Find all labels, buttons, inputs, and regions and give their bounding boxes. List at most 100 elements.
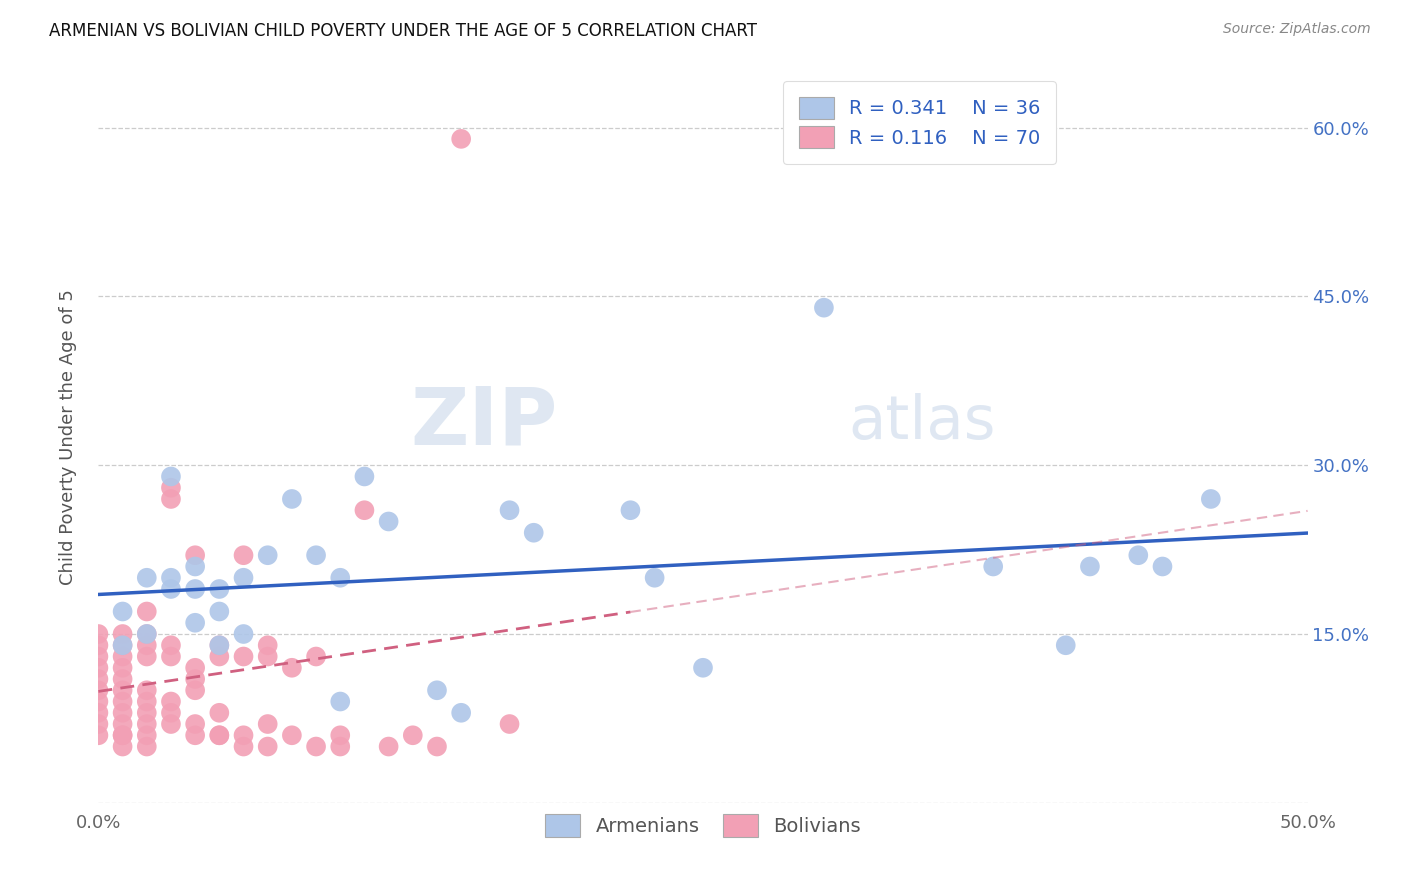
Point bbox=[232, 571, 254, 585]
Point bbox=[281, 491, 304, 506]
Point bbox=[111, 683, 134, 698]
Point bbox=[305, 649, 328, 664]
Point bbox=[87, 672, 110, 686]
Point bbox=[111, 661, 134, 675]
Point bbox=[135, 627, 157, 641]
Point bbox=[256, 548, 278, 562]
Point bbox=[111, 605, 134, 619]
Point bbox=[377, 515, 399, 529]
Point bbox=[184, 661, 207, 675]
Point bbox=[87, 683, 110, 698]
Point bbox=[329, 739, 352, 754]
Point bbox=[111, 694, 134, 708]
Point bbox=[184, 672, 207, 686]
Point bbox=[644, 571, 666, 585]
Point bbox=[184, 559, 207, 574]
Point bbox=[87, 649, 110, 664]
Point bbox=[111, 717, 134, 731]
Point bbox=[160, 469, 183, 483]
Point bbox=[111, 638, 134, 652]
Point bbox=[135, 627, 157, 641]
Y-axis label: Child Poverty Under the Age of 5: Child Poverty Under the Age of 5 bbox=[59, 289, 77, 585]
Point bbox=[208, 706, 231, 720]
Point bbox=[87, 661, 110, 675]
Point bbox=[329, 571, 352, 585]
Point bbox=[87, 706, 110, 720]
Point bbox=[232, 728, 254, 742]
Point bbox=[160, 706, 183, 720]
Point bbox=[184, 683, 207, 698]
Point bbox=[208, 582, 231, 596]
Point bbox=[208, 728, 231, 742]
Point bbox=[184, 615, 207, 630]
Point bbox=[377, 739, 399, 754]
Point bbox=[184, 548, 207, 562]
Point bbox=[160, 582, 183, 596]
Point bbox=[87, 717, 110, 731]
Point bbox=[232, 627, 254, 641]
Point bbox=[402, 728, 425, 742]
Legend: Armenians, Bolivians: Armenians, Bolivians bbox=[537, 806, 869, 845]
Point bbox=[135, 694, 157, 708]
Point bbox=[450, 706, 472, 720]
Point bbox=[498, 717, 520, 731]
Point bbox=[1152, 559, 1174, 574]
Point bbox=[160, 481, 183, 495]
Point bbox=[184, 728, 207, 742]
Point bbox=[692, 661, 714, 675]
Point bbox=[160, 694, 183, 708]
Point bbox=[135, 683, 157, 698]
Point bbox=[160, 491, 183, 506]
Point bbox=[184, 582, 207, 596]
Point bbox=[135, 739, 157, 754]
Point bbox=[281, 661, 304, 675]
Point bbox=[160, 571, 183, 585]
Point bbox=[87, 694, 110, 708]
Point bbox=[160, 717, 183, 731]
Point bbox=[426, 683, 449, 698]
Point bbox=[256, 638, 278, 652]
Text: Source: ZipAtlas.com: Source: ZipAtlas.com bbox=[1223, 22, 1371, 37]
Point bbox=[111, 728, 134, 742]
Point bbox=[111, 672, 134, 686]
Point bbox=[135, 605, 157, 619]
Point bbox=[619, 503, 641, 517]
Point bbox=[160, 638, 183, 652]
Point bbox=[256, 649, 278, 664]
Point bbox=[111, 638, 134, 652]
Point bbox=[160, 649, 183, 664]
Point bbox=[305, 548, 328, 562]
Point bbox=[256, 717, 278, 731]
Text: atlas: atlas bbox=[848, 393, 995, 452]
Point bbox=[111, 728, 134, 742]
Text: ZIP: ZIP bbox=[411, 384, 558, 461]
Point bbox=[111, 706, 134, 720]
Point bbox=[1078, 559, 1101, 574]
Point bbox=[135, 571, 157, 585]
Point bbox=[232, 649, 254, 664]
Point bbox=[305, 739, 328, 754]
Point bbox=[111, 649, 134, 664]
Point bbox=[1199, 491, 1222, 506]
Point bbox=[135, 717, 157, 731]
Point bbox=[208, 728, 231, 742]
Point bbox=[426, 739, 449, 754]
Point bbox=[135, 649, 157, 664]
Point bbox=[329, 694, 352, 708]
Point bbox=[498, 503, 520, 517]
Point bbox=[135, 706, 157, 720]
Point bbox=[1054, 638, 1077, 652]
Point bbox=[135, 638, 157, 652]
Point bbox=[135, 728, 157, 742]
Text: ARMENIAN VS BOLIVIAN CHILD POVERTY UNDER THE AGE OF 5 CORRELATION CHART: ARMENIAN VS BOLIVIAN CHILD POVERTY UNDER… bbox=[49, 22, 758, 40]
Point bbox=[87, 627, 110, 641]
Point bbox=[208, 605, 231, 619]
Point bbox=[353, 503, 375, 517]
Point bbox=[256, 739, 278, 754]
Point bbox=[450, 132, 472, 146]
Point bbox=[353, 469, 375, 483]
Point bbox=[111, 627, 134, 641]
Point bbox=[87, 638, 110, 652]
Point bbox=[208, 638, 231, 652]
Point bbox=[208, 649, 231, 664]
